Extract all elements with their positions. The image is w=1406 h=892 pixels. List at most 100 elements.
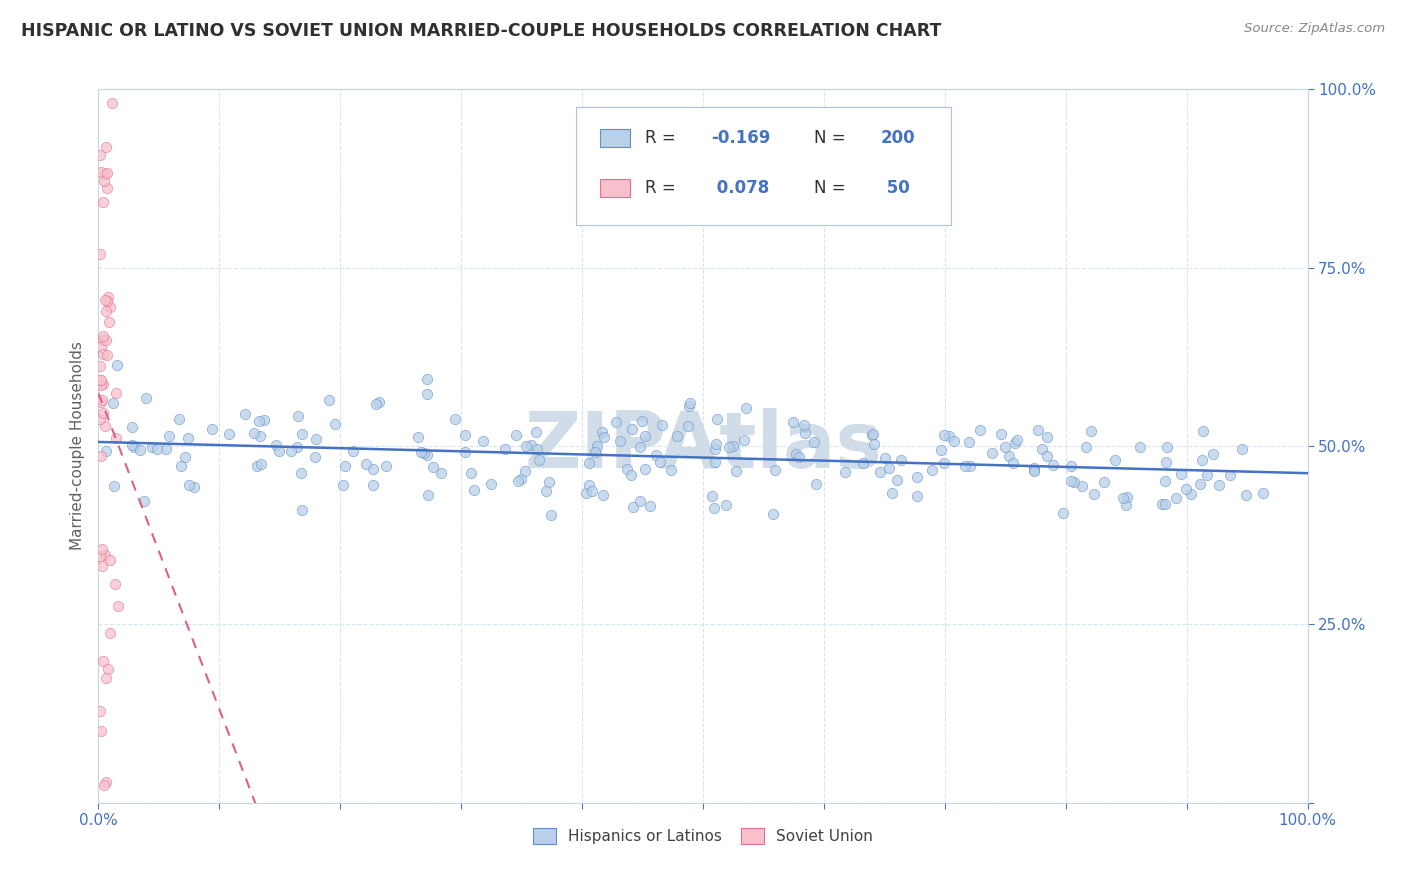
Point	[454, 428, 477, 442]
Point	[1180, 487, 1202, 501]
FancyBboxPatch shape	[576, 107, 950, 225]
Point	[638, 499, 661, 513]
Point	[1042, 458, 1064, 473]
Point	[1192, 424, 1215, 438]
Point	[703, 501, 725, 516]
Point	[526, 442, 548, 456]
Text: Source: ZipAtlas.com: Source: ZipAtlas.com	[1244, 22, 1385, 36]
Point	[520, 438, 543, 452]
Point	[90, 340, 112, 354]
Point	[534, 484, 557, 499]
FancyBboxPatch shape	[600, 178, 630, 196]
Point	[249, 429, 271, 443]
Point	[581, 483, 603, 498]
Point	[789, 450, 811, 464]
Point	[679, 395, 702, 409]
Point	[605, 415, 627, 429]
Legend: Hispanics or Latinos, Soviet Union: Hispanics or Latinos, Soviet Union	[529, 823, 877, 848]
Text: R =: R =	[645, 128, 681, 146]
Point	[1166, 491, 1188, 506]
Point	[1036, 449, 1059, 463]
Point	[578, 457, 600, 471]
Point	[869, 465, 891, 479]
Point	[121, 438, 143, 452]
Point	[1234, 488, 1257, 502]
Point	[444, 412, 467, 426]
Point	[89, 704, 111, 718]
Point	[105, 359, 128, 373]
Point	[323, 417, 346, 431]
Point	[834, 465, 856, 479]
Point	[953, 458, 976, 473]
Point	[89, 359, 111, 373]
Point	[90, 373, 112, 387]
Point	[592, 430, 614, 444]
Point	[96, 140, 118, 154]
Point	[980, 446, 1002, 460]
Point	[959, 459, 981, 474]
Point	[860, 428, 883, 442]
Point	[177, 431, 200, 445]
Point	[91, 377, 114, 392]
Point	[98, 626, 121, 640]
Point	[852, 456, 875, 470]
Point	[98, 315, 121, 329]
Point	[96, 293, 118, 308]
Point	[91, 542, 114, 557]
Point	[1001, 457, 1024, 471]
Point	[1031, 442, 1053, 456]
Point	[94, 775, 117, 789]
Point	[1129, 440, 1152, 454]
Point	[1036, 430, 1059, 444]
Point	[93, 654, 115, 668]
Point	[96, 180, 118, 194]
Point	[91, 406, 114, 420]
Point	[177, 478, 200, 492]
Point	[540, 508, 562, 523]
Point	[875, 450, 897, 465]
Point	[666, 429, 689, 443]
Point	[264, 438, 287, 452]
Point	[94, 444, 117, 458]
Point	[132, 494, 155, 508]
Point	[1154, 455, 1177, 469]
Point	[291, 427, 314, 442]
Point	[416, 488, 439, 502]
Point	[862, 427, 884, 442]
Point	[218, 427, 240, 442]
Point	[862, 437, 884, 451]
Point	[905, 489, 928, 503]
Point	[90, 164, 112, 178]
Point	[644, 448, 666, 462]
Point	[91, 334, 114, 348]
Point	[375, 458, 398, 473]
Point	[628, 494, 651, 508]
Point	[1060, 475, 1083, 489]
Point	[367, 395, 389, 409]
Point	[508, 474, 530, 488]
Point	[733, 433, 755, 447]
Point	[89, 247, 111, 261]
Point	[537, 475, 560, 489]
Point	[91, 195, 114, 210]
Point	[706, 412, 728, 426]
Point	[94, 671, 117, 685]
Point	[246, 459, 269, 474]
Point	[183, 480, 205, 494]
Point	[621, 500, 644, 514]
Point	[89, 549, 111, 564]
Point	[990, 427, 1012, 442]
Point	[94, 167, 117, 181]
Point	[354, 457, 377, 471]
Point	[93, 778, 115, 792]
Point	[285, 440, 308, 454]
Point	[93, 174, 115, 188]
Point	[957, 434, 980, 449]
Point	[1063, 475, 1085, 489]
Point	[406, 430, 429, 444]
Point	[794, 425, 817, 440]
Point	[411, 444, 433, 458]
Text: 50: 50	[880, 178, 910, 196]
Text: R =: R =	[645, 178, 681, 196]
Point	[89, 411, 111, 425]
